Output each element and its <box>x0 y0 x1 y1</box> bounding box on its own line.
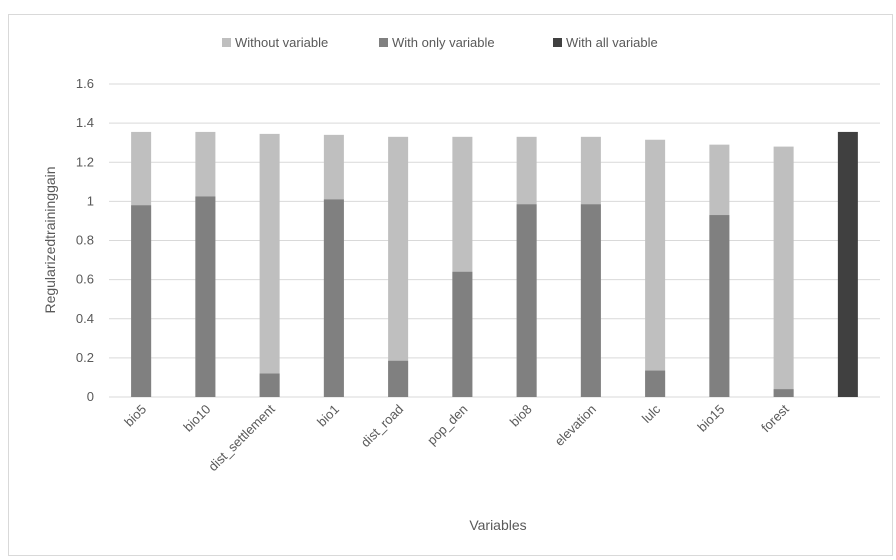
y-tick-label: 0.4 <box>76 311 94 326</box>
bar-with-only-variable <box>323 199 344 397</box>
x-tick-label: bio5 <box>121 402 149 430</box>
y-tick-label: 0.6 <box>76 272 94 287</box>
chart-frame <box>8 14 893 556</box>
bar-without-variable <box>645 139 666 398</box>
bar-without-variable <box>259 133 280 397</box>
bar-with-only-variable <box>773 389 794 397</box>
bars <box>131 131 858 398</box>
bar-with-only-variable <box>709 215 730 397</box>
y-tick-labels: 0 0.2 0.4 0.6 0.8 1 1.2 1.4 1.6 <box>76 76 94 404</box>
bar-without-variable <box>773 146 794 397</box>
y-tick-label: 0.2 <box>76 350 94 365</box>
bar-with-only-variable <box>580 204 601 397</box>
gridlines <box>109 83 880 398</box>
y-tick-label: 0 <box>87 389 94 404</box>
y-tick-label: 1.4 <box>76 115 94 130</box>
bar-with-only-variable <box>452 271 473 397</box>
bar-without-variable <box>388 136 409 397</box>
y-tick-label: 1.6 <box>76 76 94 91</box>
x-tick-label: bio1 <box>314 402 342 430</box>
legend-swatch <box>379 38 388 47</box>
bar-with-only-variable <box>388 360 409 397</box>
bar-with-all-variable <box>837 131 858 397</box>
y-axis-title: Regularizedtraininggain <box>42 166 58 313</box>
bar-with-only-variable <box>131 205 152 397</box>
y-tick-label: 0.8 <box>76 233 94 248</box>
x-tick-label: forest <box>758 401 792 435</box>
x-tick-label: bio10 <box>180 402 213 435</box>
x-tick-label: elevation <box>552 402 599 449</box>
legend-label: Without variable <box>235 35 328 50</box>
x-tick-label: bio15 <box>694 402 727 435</box>
x-tick-label: dist_road <box>358 402 406 450</box>
x-tick-label: dist_settlement <box>205 401 278 474</box>
legend-label: With all variable <box>566 35 658 50</box>
bar-with-only-variable <box>259 373 280 397</box>
legend-swatch <box>553 38 562 47</box>
x-tick-label: bio8 <box>507 402 535 430</box>
y-tick-label: 1.2 <box>76 154 94 169</box>
legend: Without variable With only variable With a… <box>222 35 658 50</box>
legend-label: With only variable <box>392 35 495 50</box>
y-tick-label: 1 <box>87 193 94 208</box>
bar-with-only-variable <box>516 204 537 397</box>
x-tick-label: lulc <box>639 401 664 426</box>
x-tick-label: pop_den <box>424 402 470 448</box>
x-axis-title: Variables <box>469 517 526 533</box>
bar-with-only-variable <box>195 196 216 397</box>
legend-swatch <box>222 38 231 47</box>
bar-with-only-variable <box>645 370 666 397</box>
